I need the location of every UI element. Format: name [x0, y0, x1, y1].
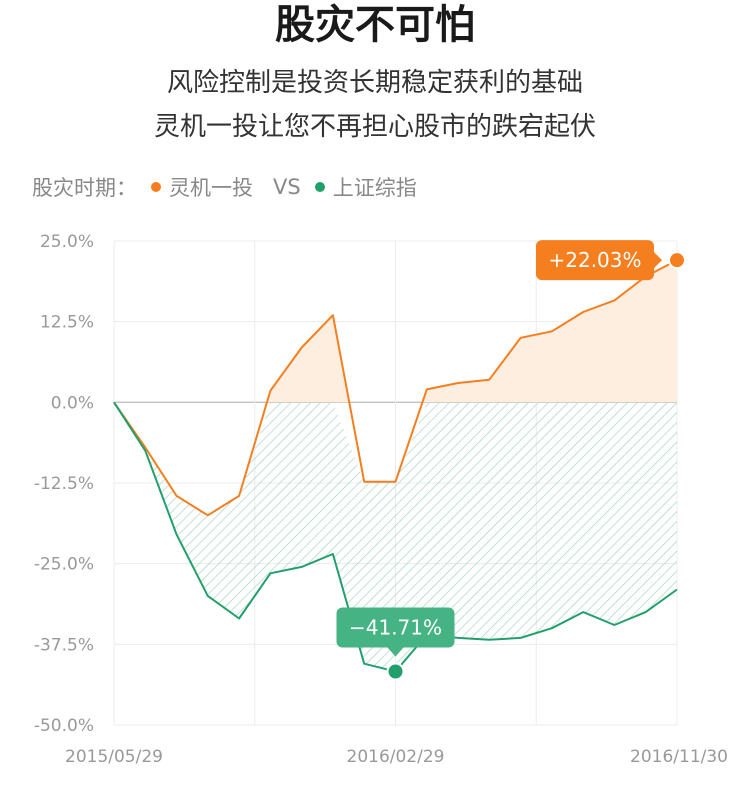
x-tick-label: 2016/02/29 — [347, 747, 445, 767]
chart-legend: 股灾时期： 灵机一投 VS 上证综指 — [32, 172, 417, 202]
annotation-point — [668, 251, 686, 270]
x-tick-label: 2016/11/30 — [630, 747, 728, 767]
y-tick-label: 0.0% — [51, 393, 94, 413]
drawdown-hatch-area — [114, 402, 677, 672]
legend-series-b: 上证综指 — [332, 176, 417, 200]
y-tick-label: 25.0% — [40, 232, 94, 252]
y-tick-label: -12.5% — [34, 474, 94, 494]
annotation-pointer — [654, 252, 662, 269]
annotation-label: −41.71% — [349, 616, 442, 640]
annotation-bubble — [336, 607, 455, 648]
legend-series-a: 灵机一投 — [169, 176, 253, 200]
y-tick-label: -37.5% — [34, 635, 94, 655]
y-tick-label: -50.0% — [34, 716, 94, 736]
y-tick-label: -25.0% — [34, 555, 94, 575]
annotation-point — [386, 662, 405, 681]
legend-prefix: 股灾时期： — [32, 176, 137, 200]
annotation-pointer — [387, 647, 404, 657]
page-title: 股灾不可怕 — [275, 2, 475, 48]
subtitle-line-2: 灵机一投让您不再担心股市的跌宕起伏 — [153, 112, 596, 142]
annotation-bubble — [536, 240, 654, 281]
series-line-0 — [113, 259, 678, 517]
legend-vs: VS — [273, 175, 301, 199]
x-tick-label: 2015/05/29 — [65, 747, 163, 767]
y-tick-label: 12.5% — [40, 313, 94, 333]
legend-dot-green — [314, 182, 325, 192]
subtitle-line-1: 风险控制是投资长期稳定获利的基础 — [166, 68, 583, 98]
legend-dot-orange — [151, 182, 161, 192]
positive-area-fill — [114, 260, 677, 403]
annotation-label: +22.03% — [548, 248, 641, 272]
